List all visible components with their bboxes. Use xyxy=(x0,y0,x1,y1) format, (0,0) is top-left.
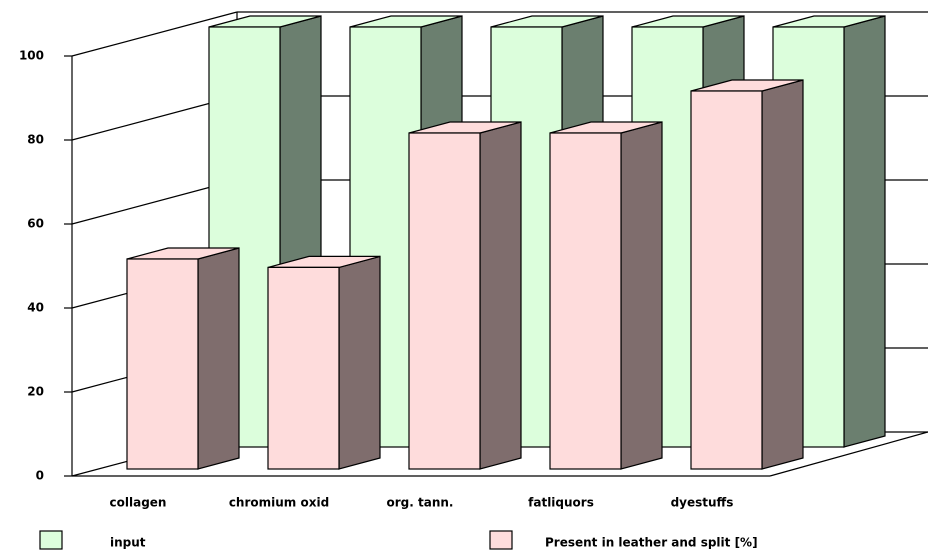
legend-swatch xyxy=(489,530,513,550)
y-tick-label: 60 xyxy=(27,217,44,231)
bar-side xyxy=(338,255,381,470)
x-tick-label: collagen xyxy=(110,496,167,510)
bar xyxy=(126,258,199,470)
bar-side xyxy=(843,15,886,448)
bar xyxy=(549,132,622,470)
legend-label: input xyxy=(110,536,146,550)
bar-side xyxy=(620,121,663,470)
bar xyxy=(267,266,340,470)
y-tick-label: 40 xyxy=(27,301,44,315)
bar-side xyxy=(761,79,804,470)
y-tick-label: 80 xyxy=(27,133,44,147)
bar-side xyxy=(197,247,240,470)
legend-label: Present in leather and split [%] xyxy=(545,536,758,550)
legend-swatch xyxy=(39,530,63,550)
y-tick-label: 100 xyxy=(19,49,44,63)
bar-side xyxy=(479,121,522,470)
y-tick-label: 0 xyxy=(36,469,44,483)
y-tick-label: 20 xyxy=(27,385,44,399)
x-tick-label: dyestuffs xyxy=(671,496,734,510)
x-tick-label: chromium oxid xyxy=(229,496,329,510)
floor-edge xyxy=(769,431,928,477)
x-tick-label: org. tann. xyxy=(387,496,454,510)
grid-line xyxy=(71,11,238,57)
x-tick-label: fatliquors xyxy=(528,496,594,510)
bar xyxy=(408,132,481,470)
bar xyxy=(690,90,763,470)
